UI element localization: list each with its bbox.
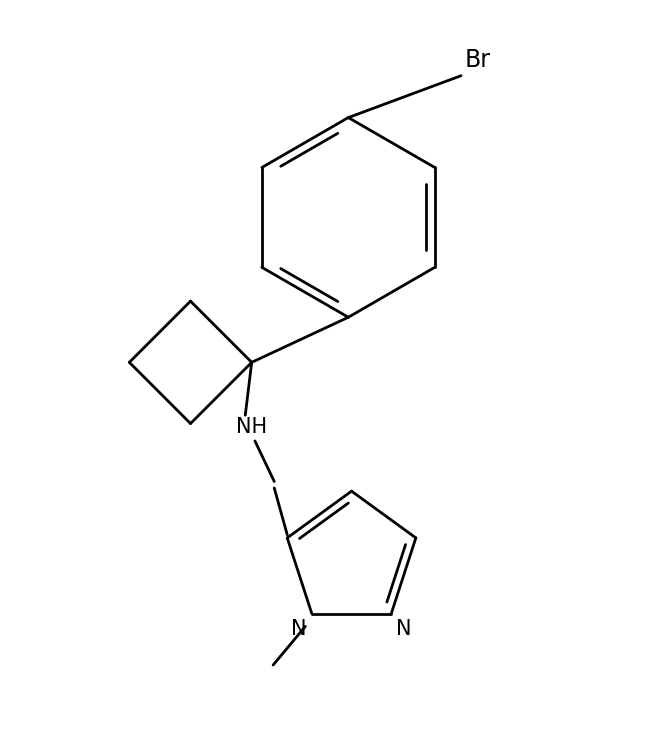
Text: Br: Br — [465, 48, 490, 72]
Text: N: N — [397, 619, 412, 638]
Text: NH: NH — [236, 417, 267, 437]
Text: N: N — [291, 619, 307, 638]
